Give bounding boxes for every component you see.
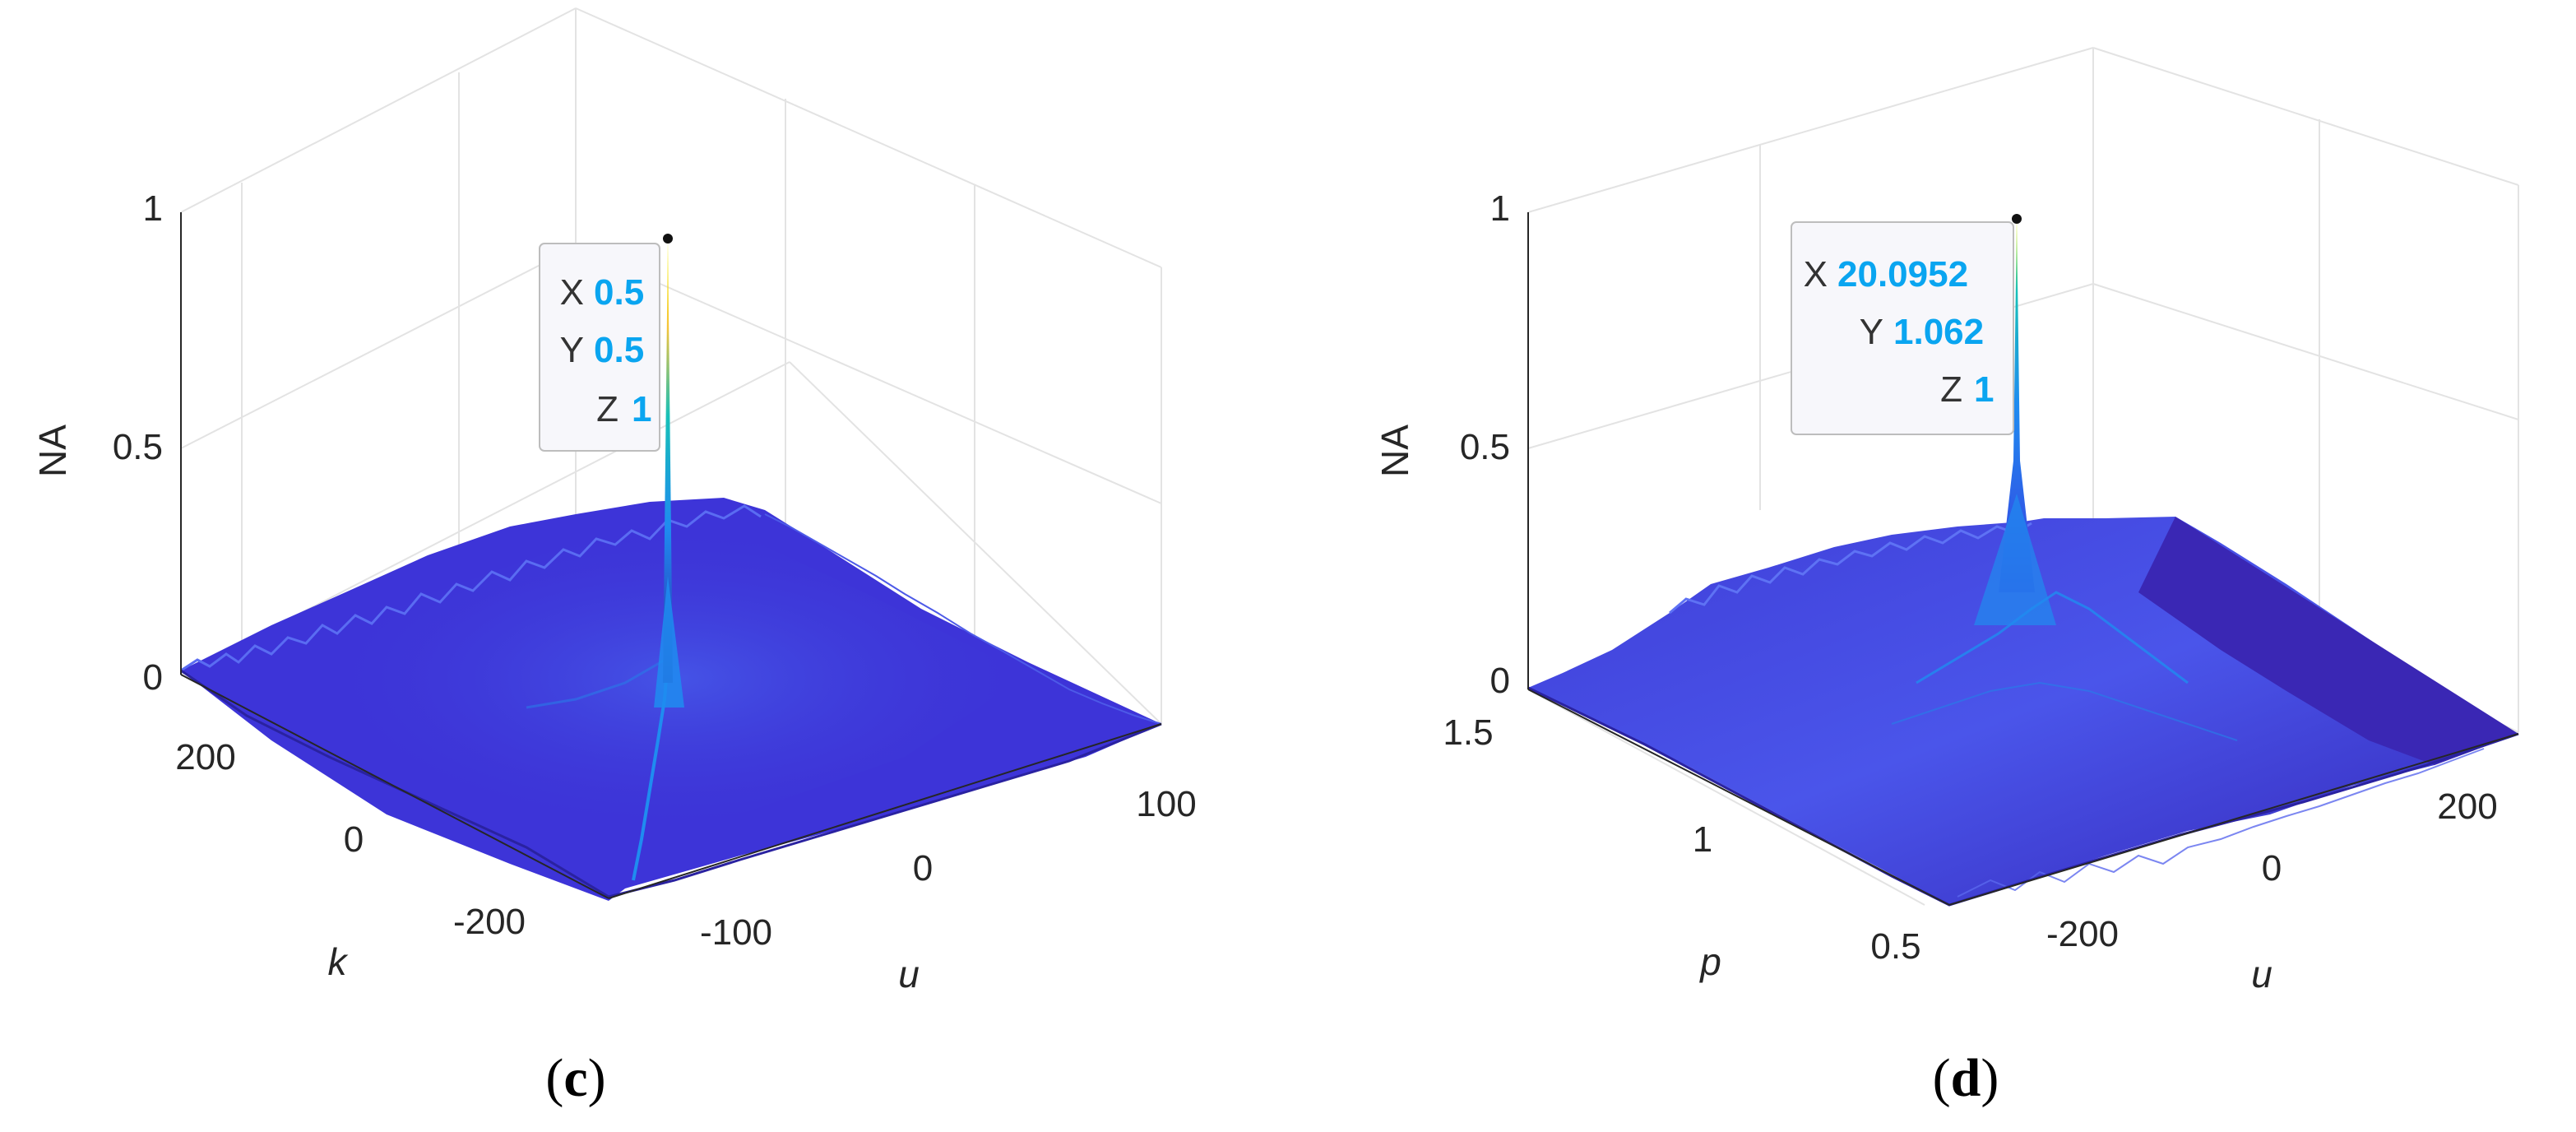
- surface-d: [1527, 214, 2519, 907]
- datatip-z-value: 1: [632, 389, 651, 429]
- p-tick-label: 0.5: [1870, 926, 1920, 967]
- z-axis-label: NA: [31, 424, 74, 477]
- datatip-y-key: Y: [1860, 312, 1883, 352]
- z-tick-label: 0.5: [113, 427, 163, 467]
- z-axis-label: NA: [1374, 424, 1416, 477]
- k-axis-label: k: [328, 940, 349, 983]
- k-axis-c: 200 0 -200 k: [175, 674, 609, 983]
- z-axis-c: 1 0.5 0 NA: [31, 188, 182, 698]
- u-tick-label: 200: [2437, 786, 2497, 827]
- surface-plot-c: 1 0.5 0 NA 200 0 -200 k -100 0 100 u X 0…: [31, 7, 1197, 1108]
- u-tick-label: 100: [1136, 784, 1196, 824]
- panel-label-d: (d): [1933, 1048, 1999, 1108]
- p-axis-label: p: [1698, 940, 1721, 983]
- surface-plot-d: 1 0.5 0 NA 1.5 1 0.5 p -200 0 200 u X 20…: [1374, 47, 2519, 1108]
- z-tick-label: 0: [1490, 661, 1510, 701]
- u-tick-label: 0: [913, 848, 933, 888]
- datatip-d[interactable]: X 20.0952 Y 1.062 Z 1: [1791, 221, 2014, 435]
- k-tick-label: 0: [344, 819, 364, 860]
- z-tick-label: 0: [143, 657, 163, 698]
- datatip-z-key: Z: [596, 389, 619, 429]
- datatip-c[interactable]: X 0.5 Y 0.5 Z 1: [539, 243, 660, 452]
- z-tick-label: 1: [1490, 188, 1510, 229]
- datatip-y-value: 1.062: [1893, 312, 1984, 352]
- datatip-y-key: Y: [560, 330, 584, 370]
- p-tick-label: 1.5: [1443, 712, 1493, 753]
- p-axis-d: 1.5 1 0.5 p: [1443, 689, 1950, 983]
- u-axis-d: -200 0 200 u: [1948, 733, 2519, 995]
- u-tick-label: 0: [2262, 848, 2282, 888]
- datatip-z-value: 1: [1974, 369, 1994, 410]
- u-axis-label: u: [898, 953, 920, 995]
- datatip-z-key: Z: [1940, 369, 1962, 410]
- datatip-x-key: X: [1804, 254, 1828, 295]
- k-tick-label: 200: [175, 737, 235, 777]
- u-tick-label: -200: [2046, 914, 2119, 954]
- k-tick-label: -200: [453, 902, 526, 942]
- z-tick-label: 0.5: [1460, 427, 1510, 467]
- u-axis-c: -100 0 100 u: [608, 723, 1197, 995]
- z-tick-label: 1: [143, 188, 163, 229]
- z-axis-d: 1 0.5 0 NA: [1374, 188, 1529, 701]
- p-tick-label: 1: [1693, 819, 1712, 860]
- datatip-x-key: X: [560, 272, 584, 313]
- datatip-x-value: 0.5: [594, 272, 644, 313]
- u-axis-label: u: [2251, 953, 2273, 995]
- datatip-y-value: 0.5: [594, 330, 644, 370]
- u-tick-label: -100: [700, 912, 772, 953]
- panel-label-c: (c): [545, 1048, 605, 1108]
- surface-c: [180, 234, 1162, 901]
- datatip-x-value: 20.0952: [1837, 254, 1968, 295]
